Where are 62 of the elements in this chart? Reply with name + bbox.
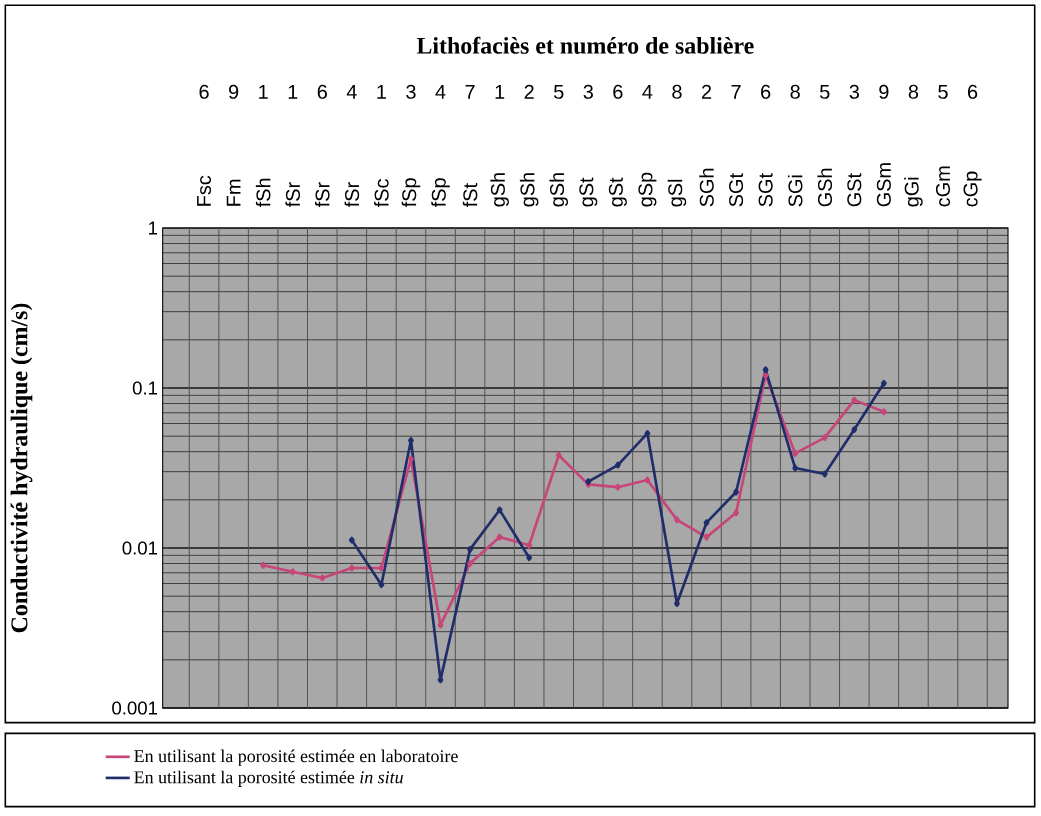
y-tick-label: 1	[149, 221, 158, 235]
text: 2	[524, 84, 534, 99]
text: 7	[465, 84, 475, 99]
text: 9	[229, 84, 239, 99]
x-tick-label: GSm	[876, 163, 891, 207]
x-tick-label: SGi	[787, 175, 803, 207]
x-tick-label: gSh	[519, 173, 539, 207]
text: 6	[199, 84, 209, 99]
text: 1	[377, 84, 386, 99]
x-tick-label: GSt	[847, 173, 862, 207]
x-tick-label: fSt	[462, 183, 478, 208]
text: 9	[879, 84, 889, 99]
text: 1	[259, 84, 268, 99]
x-tick-label: fSr	[314, 182, 330, 208]
x-tick-label: Fsc	[197, 175, 211, 206]
text: 3	[583, 84, 593, 99]
x-tick-label: SGh	[699, 168, 714, 207]
text: 4	[642, 84, 653, 99]
legend-label: En utilisant la porosité estimée en laboratoire	[134, 749, 458, 766]
x-tick-label: fSr	[285, 182, 301, 208]
text: 7	[731, 84, 741, 99]
x-tick-label: gSl	[667, 179, 687, 207]
text: 6	[317, 84, 327, 99]
x-tick-label: SGt	[729, 173, 744, 207]
x-tick-label: fSp	[401, 178, 421, 208]
x-tick-label: gGi	[904, 177, 923, 207]
text: 8	[672, 84, 682, 99]
text: 2	[701, 84, 712, 99]
text: 6	[761, 84, 771, 99]
y-tick-label: 0.001	[112, 701, 158, 715]
text: 5	[820, 84, 830, 99]
text: 8	[790, 84, 800, 99]
x-tick-label: gSt	[608, 177, 627, 207]
x-tick-label: gSp	[638, 172, 657, 207]
legend-label: En utilisant la porosité estimée in situ	[134, 770, 403, 787]
text: 5	[938, 84, 948, 99]
text: 5	[553, 84, 564, 99]
text: 4	[435, 84, 446, 99]
y-tick-label: 0.1	[132, 381, 158, 395]
x-tick-label: fSp	[431, 178, 450, 208]
text: 8	[908, 84, 919, 99]
x-tick-label: fSh	[255, 178, 271, 208]
x-tick-label: GSh	[817, 168, 833, 207]
y-axis-title: Conductivité hydraulique (cm/s)	[10, 303, 33, 633]
x-tick-label: cGp	[963, 171, 982, 207]
x-tick-label: Fm	[226, 179, 241, 206]
x-tick-label: gSt	[579, 177, 598, 207]
x-tick-label: SGt	[758, 173, 773, 207]
y-tick-label: 0.01	[122, 541, 158, 555]
x-tick-label: fSr	[344, 182, 360, 208]
text: 3	[849, 84, 859, 99]
x-tick-label: fSc	[374, 179, 389, 208]
chart-title: Lithofaciès et numéro de sablière	[416, 36, 754, 54]
x-tick-label: cGm	[935, 166, 951, 207]
text: 1	[288, 84, 298, 99]
text: 4	[346, 84, 357, 99]
x-tick-label: gSh	[549, 173, 569, 207]
text: 6	[968, 84, 978, 99]
text: 1	[495, 84, 505, 99]
text: 3	[406, 84, 416, 99]
text: 6	[613, 84, 623, 99]
x-tick-label: gSh	[490, 173, 509, 207]
